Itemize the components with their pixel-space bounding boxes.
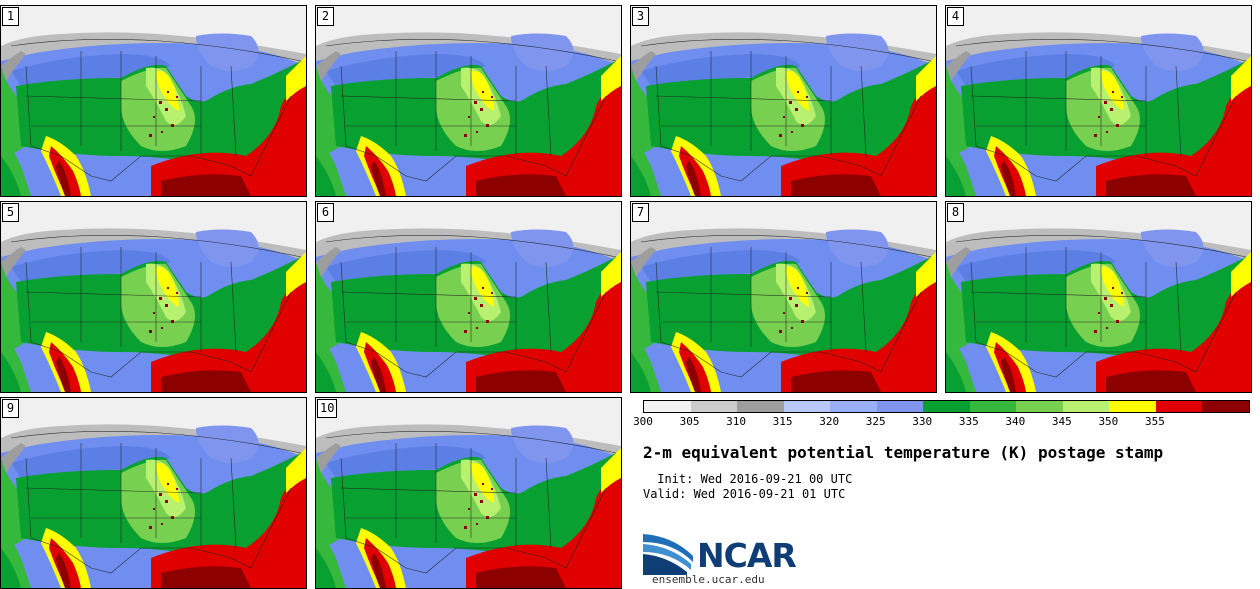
ensemble-member-map — [316, 202, 621, 392]
map-panel: 9 — [0, 397, 307, 589]
ensemble-member-map — [1, 398, 306, 588]
colorbar-tick-label: 330 — [912, 415, 933, 428]
ensemble-member-map — [631, 6, 936, 196]
colorbar-swatch — [1202, 401, 1249, 412]
site-url: ensemble.ucar.edu — [652, 573, 765, 586]
map-panel: 4 — [945, 5, 1252, 197]
colorbar-tick-label: 315 — [772, 415, 793, 428]
panel-number-label: 9 — [2, 399, 19, 418]
colorbar-tick-label: 320 — [819, 415, 840, 428]
ensemble-member-map — [1, 6, 306, 196]
ncar-logo-text: NCAR — [697, 536, 797, 575]
map-panel: 10 — [315, 397, 622, 589]
panel-number-label: 5 — [2, 203, 19, 222]
figure-title: 2-m equivalent potential temperature (K)… — [643, 443, 1164, 462]
map-panel: 1 — [0, 5, 307, 197]
ensemble-member-map — [316, 6, 621, 196]
ensemble-member-map — [1, 202, 306, 392]
colorbar-tick-label: 355 — [1144, 415, 1165, 428]
ensemble-member-map — [631, 202, 936, 392]
colorbar-swatch — [783, 401, 831, 412]
colorbar-swatch — [737, 401, 784, 412]
colorbar-swatch — [1016, 401, 1063, 412]
colorbar-swatch — [690, 401, 738, 412]
ensemble-member-map — [316, 398, 621, 588]
panel-number-label: 7 — [632, 203, 649, 222]
colorbar-tick-label: 305 — [679, 415, 700, 428]
colorbar-swatch — [1155, 401, 1203, 412]
map-panel: 6 — [315, 201, 622, 393]
colorbar-swatch — [876, 401, 924, 412]
ensemble-member-map — [946, 6, 1251, 196]
colorbar-tick-label: 325 — [865, 415, 886, 428]
colorbar-swatch — [644, 401, 691, 412]
panel-number-label: 4 — [947, 7, 964, 26]
colorbar-tick-label: 310 — [726, 415, 746, 428]
panel-number-label: 3 — [632, 7, 649, 26]
panel-number-label: 6 — [317, 203, 334, 222]
ensemble-member-map — [946, 202, 1251, 392]
map-panel: 3 — [630, 5, 937, 197]
colorbar-swatch — [923, 401, 970, 412]
colorbar — [643, 400, 1250, 413]
panel-number-label: 2 — [317, 7, 334, 26]
init-time: Init: Wed 2016-09-21 00 UTC — [650, 472, 853, 486]
colorbar-swatch — [1062, 401, 1110, 412]
map-panel: 2 — [315, 5, 622, 197]
colorbar-tick-label: 345 — [1051, 415, 1072, 428]
colorbar-swatch — [830, 401, 877, 412]
map-panel: 5 — [0, 201, 307, 393]
colorbar-swatch — [1109, 401, 1156, 412]
colorbar-tick-label: 300 — [633, 415, 653, 428]
colorbar-tick-label: 350 — [1098, 415, 1119, 428]
colorbar-swatch — [969, 401, 1017, 412]
colorbar-tick-label: 340 — [1005, 415, 1026, 428]
valid-time: Valid: Wed 2016-09-21 01 UTC — [643, 487, 846, 501]
map-panel: 7 — [630, 201, 937, 393]
ncar-logo-mark — [643, 534, 693, 575]
panel-number-label: 8 — [947, 203, 964, 222]
panel-number-label: 10 — [317, 399, 338, 418]
map-panel: 8 — [945, 201, 1252, 393]
colorbar-tick-label: 335 — [958, 415, 979, 428]
panel-number-label: 1 — [2, 7, 19, 26]
